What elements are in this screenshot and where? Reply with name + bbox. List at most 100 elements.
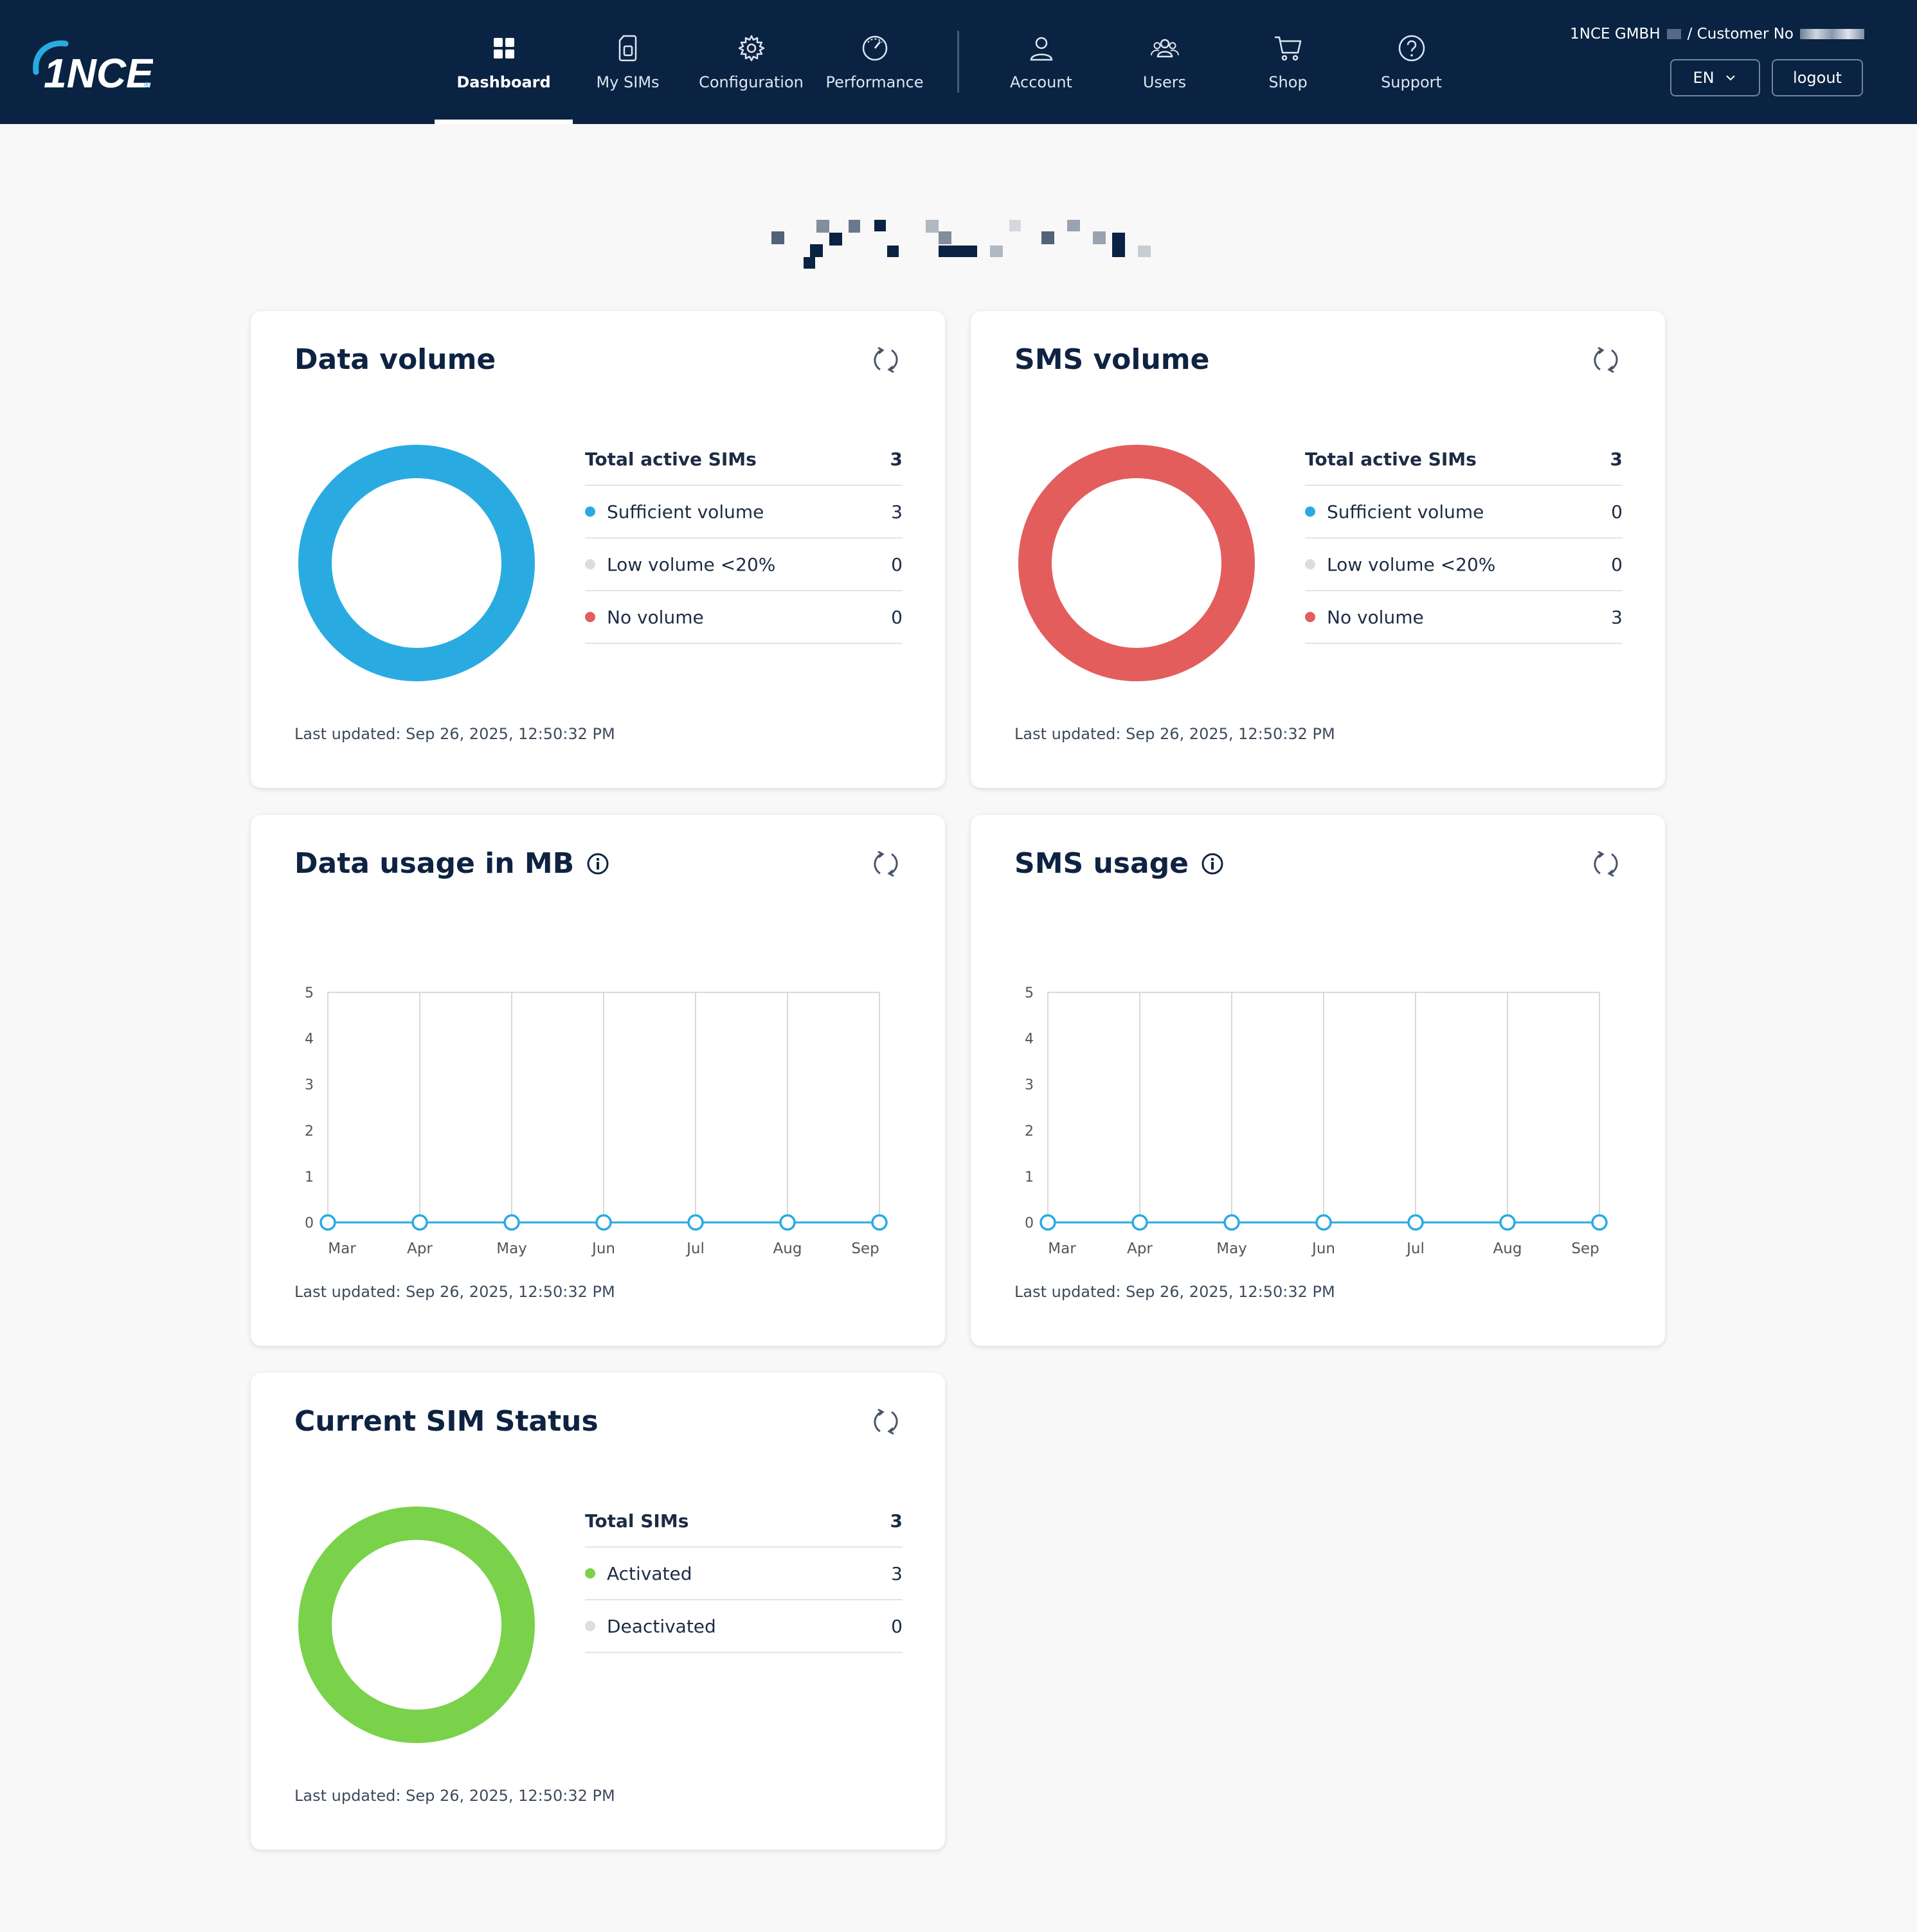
refresh-icon[interactable]	[870, 344, 901, 375]
stat-label: Sufficient volume	[1327, 501, 1484, 523]
data-point[interactable]	[595, 1214, 612, 1231]
redacted-customer-number	[1800, 29, 1864, 39]
stat-value: 3	[891, 501, 903, 523]
stat-table: Total active SIMs 3 Sufficient volume 3 Low …	[585, 433, 903, 644]
redacted-block	[1666, 29, 1681, 39]
dashboard-icon	[493, 38, 514, 58]
stat-value: 3	[1611, 606, 1623, 628]
stat-value: 0	[891, 1615, 903, 1637]
data-point[interactable]	[320, 1214, 336, 1231]
last-updated: Last updated: Sep 26, 2025, 12:50:32 PM	[294, 1283, 615, 1301]
y-tick-label: 2	[1025, 1123, 1034, 1140]
stat-table: Total SIMs 3 Activated 3 Deactivated 0	[585, 1495, 903, 1653]
data-point[interactable]	[1223, 1214, 1240, 1231]
nav-label: Performance	[825, 73, 924, 91]
1nce-logo[interactable]: 1NCE ®	[24, 32, 153, 96]
last-updated: Last updated: Sep 26, 2025, 12:50:32 PM	[1014, 725, 1335, 743]
x-tick-label: Jun	[591, 1240, 615, 1257]
stat-row: Sufficient volume 0	[1305, 486, 1623, 539]
y-tick-label: 0	[305, 1215, 314, 1231]
x-tick-label: May	[1216, 1240, 1247, 1257]
sms-volume-card: SMS volume Total active SIMs 3 Sufficient …	[971, 311, 1665, 788]
customer-label: / Customer No	[1687, 26, 1794, 42]
nav-item-shop[interactable]: Shop	[1219, 0, 1357, 124]
logo-text: 1NCE	[44, 50, 153, 96]
nav-item-users[interactable]: Users	[1095, 0, 1234, 124]
x-tick-label: Mar	[1048, 1240, 1076, 1257]
stat-label: No volume	[607, 606, 704, 628]
y-tick-label: 1	[305, 1169, 314, 1185]
redacted-page-heading	[771, 220, 1151, 269]
nav-item-configuration[interactable]: Configuration	[682, 0, 820, 124]
question-icon	[1398, 35, 1425, 62]
stat-value: 3	[890, 448, 903, 470]
data-point[interactable]	[1315, 1214, 1332, 1231]
nav-item-account[interactable]: Account	[972, 0, 1110, 124]
stat-value: 3	[1610, 448, 1623, 470]
stat-row: No volume 3	[1305, 591, 1623, 644]
x-tick-label: Aug	[1493, 1240, 1522, 1257]
logout-button[interactable]: logout	[1772, 59, 1863, 96]
stat-value: 0	[891, 553, 903, 575]
stat-row: Activated 3	[585, 1548, 903, 1600]
data-point[interactable]	[687, 1214, 704, 1231]
stat-row: No volume 0	[585, 591, 903, 644]
legend-dot	[585, 1621, 595, 1631]
stat-row-total: Total active SIMs 3	[1305, 433, 1623, 486]
nav-label: Shop	[1268, 73, 1308, 91]
data-usage-line-chart: 0 1 2 3 4 5 Mar Apr May Jun Jul Aug Sep	[305, 985, 888, 1257]
company-name: 1NCE GMBH	[1570, 26, 1661, 42]
card-title: SMS usage	[1014, 847, 1225, 880]
sms-volume-donut-chart	[1018, 445, 1255, 681]
stat-row: Low volume <20% 0	[1305, 539, 1623, 591]
stat-value: 0	[1611, 553, 1623, 575]
data-point[interactable]	[503, 1214, 520, 1231]
stat-table: Total active SIMs 3 Sufficient volume 0 Low …	[1305, 433, 1623, 644]
info-icon[interactable]	[586, 852, 610, 876]
account-info: 1NCE GMBH / Customer No	[1570, 26, 1864, 42]
data-point[interactable]	[871, 1214, 888, 1231]
info-icon[interactable]	[1200, 852, 1225, 876]
x-tick-label: Mar	[328, 1240, 356, 1257]
data-point[interactable]	[1591, 1214, 1608, 1231]
stat-value: 0	[891, 606, 903, 628]
donut-ring	[298, 1507, 535, 1743]
data-point[interactable]	[1040, 1214, 1056, 1231]
donut-ring	[298, 445, 535, 681]
refresh-icon[interactable]	[1590, 848, 1621, 879]
chevron-down-icon	[1725, 75, 1735, 81]
y-tick-label: 5	[1025, 985, 1034, 1001]
legend-dot	[1305, 559, 1315, 569]
data-volume-card: Data volume Total active SIMs 3 Sufficient…	[251, 311, 945, 788]
top-navigation-bar: 1NCE ® Dashboard My SIMs Configuration Perf…	[0, 0, 1917, 124]
refresh-icon[interactable]	[870, 848, 901, 879]
legend-dot	[1305, 506, 1315, 517]
sim-status-donut-chart	[298, 1507, 535, 1743]
user-icon	[1030, 37, 1052, 61]
x-tick-label: Apr	[1127, 1240, 1153, 1257]
nav-item-performance[interactable]: Performance	[806, 0, 944, 124]
data-volume-donut-chart	[298, 445, 535, 681]
nav-item-support[interactable]: Support	[1342, 0, 1480, 124]
y-tick-label: 0	[1025, 1215, 1034, 1231]
stat-row: Low volume <20% 0	[585, 539, 903, 591]
data-point[interactable]	[1131, 1214, 1148, 1231]
refresh-icon[interactable]	[870, 1406, 901, 1437]
last-updated: Last updated: Sep 26, 2025, 12:50:32 PM	[1014, 1283, 1335, 1301]
y-tick-label: 4	[305, 1032, 314, 1048]
data-point[interactable]	[1407, 1214, 1424, 1231]
data-point[interactable]	[779, 1214, 796, 1231]
language-select[interactable]: EN	[1670, 59, 1760, 96]
data-point[interactable]	[411, 1214, 428, 1231]
legend-dot	[585, 1568, 595, 1579]
x-tick-label: Sep	[851, 1240, 879, 1257]
data-point[interactable]	[1499, 1214, 1516, 1231]
nav-item-dashboard[interactable]: Dashboard	[435, 0, 573, 124]
last-updated: Last updated: Sep 26, 2025, 12:50:32 PM	[294, 725, 615, 743]
legend-dot	[1305, 612, 1315, 622]
x-tick-label: Jul	[1405, 1240, 1425, 1257]
nav-item-my-sims[interactable]: My SIMs	[559, 0, 697, 124]
nav-label: My SIMs	[596, 73, 660, 91]
card-title: Data volume	[294, 343, 496, 376]
refresh-icon[interactable]	[1590, 344, 1621, 375]
